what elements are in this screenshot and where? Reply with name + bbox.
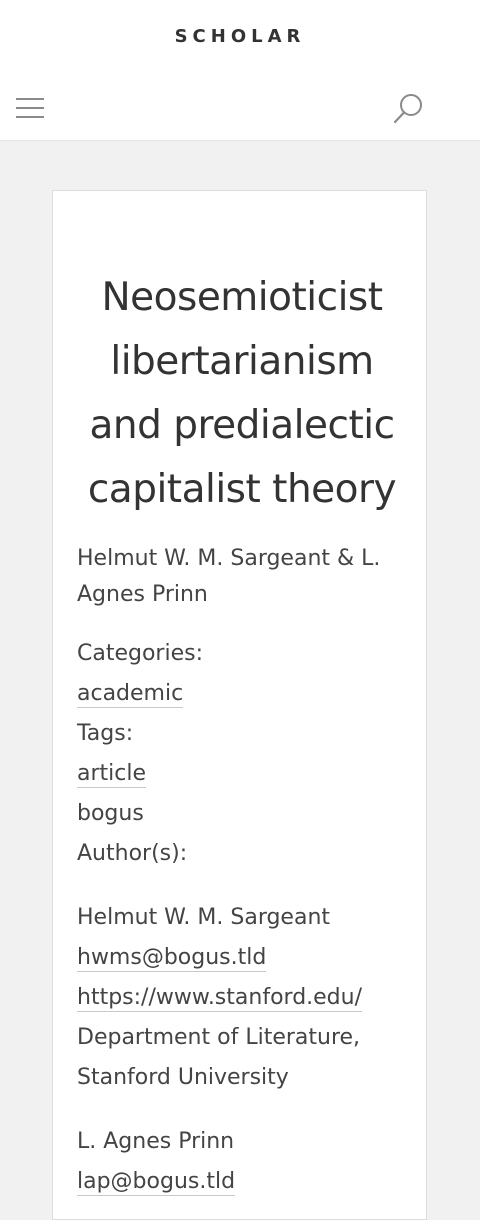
article-byline: Helmut W. M. Sargeant & L. Agnes Prinn bbox=[77, 546, 381, 607]
category-link-academic[interactable]: academic bbox=[77, 681, 184, 708]
search-icon[interactable] bbox=[392, 92, 426, 126]
author-name: L. Agnes Prinn bbox=[77, 1129, 235, 1154]
tag-link-article[interactable]: article bbox=[77, 761, 147, 788]
author-affiliation: Department of Literature, Stanford Unive… bbox=[77, 1025, 361, 1090]
article-title: Neosemioticist libertarianism and predia… bbox=[87, 275, 397, 512]
categories-label: Categories: bbox=[77, 641, 203, 666]
author-email-link[interactable]: hwms@bogus.tld bbox=[77, 945, 267, 972]
author-entry: L. Agnes Prinn lap@bogus.tld bbox=[77, 1122, 407, 1202]
article-card: Neosemioticist libertarianism and predia… bbox=[52, 190, 427, 1220]
author-email-row: lap@bogus.tld bbox=[77, 1162, 407, 1202]
tag-item: article bbox=[77, 754, 407, 794]
site-header: SCHOLAR bbox=[0, 0, 480, 141]
hamburger-menu-icon[interactable] bbox=[16, 96, 44, 120]
article-content: Neosemioticist libertarianism and predia… bbox=[77, 266, 407, 1202]
author-entry: Helmut W. M. Sargeant hwms@bogus.tld htt… bbox=[77, 898, 407, 1098]
author-email-row: hwms@bogus.tld bbox=[77, 938, 407, 978]
author-name: Helmut W. M. Sargeant bbox=[77, 905, 331, 930]
author-url-link[interactable]: https://www.stanford.edu/ bbox=[77, 985, 363, 1012]
category-item: academic bbox=[77, 674, 407, 714]
tags-label: Tags: bbox=[77, 721, 134, 746]
author-url-row: https://www.stanford.edu/ bbox=[77, 978, 407, 1018]
tag-bogus: bogus bbox=[77, 801, 144, 826]
author-email-link[interactable]: lap@bogus.tld bbox=[77, 1169, 236, 1196]
article-meta: Categories: academic Tags: article bogus… bbox=[77, 634, 407, 874]
tag-item: bogus bbox=[77, 794, 407, 834]
authors-label: Author(s): bbox=[77, 841, 188, 866]
site-title[interactable]: SCHOLAR bbox=[174, 26, 306, 47]
